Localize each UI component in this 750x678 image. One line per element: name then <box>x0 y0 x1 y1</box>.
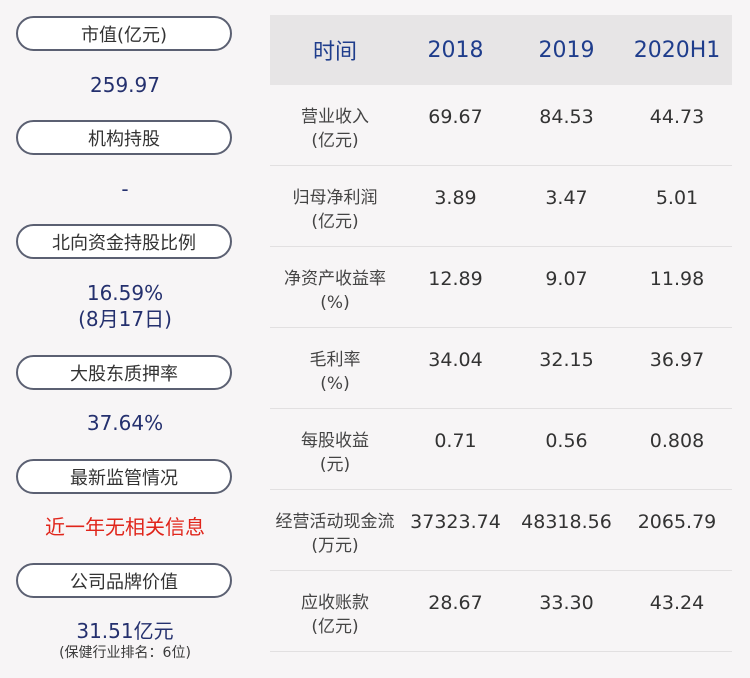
table-row: 每股收益 (元) 0.71 0.56 0.808 <box>270 409 732 490</box>
northbound-ratio-percent: 16.59% <box>86 281 164 305</box>
header-2020h1: 2020H1 <box>633 37 721 63</box>
brand-value-amount: 31.51亿元 <box>76 619 174 643</box>
row-label: 归母净利润 (亿元) <box>292 188 378 232</box>
header-period: 时间 <box>312 40 357 65</box>
table-cell: 36.97 <box>649 349 705 371</box>
institutional-holding-value: - <box>121 177 129 201</box>
table-cell: 3.47 <box>545 187 588 209</box>
table-row: 归母净利润 (亿元) 3.89 3.47 5.01 <box>270 166 732 247</box>
row-label: 净资产收益率 (%) <box>284 269 386 313</box>
row-label: 毛利率 (%) <box>309 350 361 394</box>
table-cell: 48318.56 <box>521 511 612 533</box>
row-label: 经营活动现金流 (万元) <box>275 512 395 556</box>
financial-table: 时间 2018 2019 2020H1 营业收入 (亿元) 69.67 84.53… <box>270 15 732 652</box>
row-label: 每股收益 (元) <box>301 431 369 475</box>
table-cell: 44.73 <box>649 106 705 128</box>
market-cap-label: 市值(亿元) <box>16 16 232 51</box>
row-label: 应收账款 (亿元) <box>301 593 369 637</box>
table-cell: 3.89 <box>434 187 477 209</box>
pledge-ratio-label: 大股东质押率 <box>16 355 232 390</box>
market-cap-value: 259.97 <box>90 73 160 97</box>
table-cell: 0.808 <box>649 430 705 452</box>
regulatory-status-label: 最新监管情况 <box>16 459 232 494</box>
table-cell: 0.71 <box>434 430 477 452</box>
table-row: 应收账款 (亿元) 28.67 33.30 43.24 <box>270 571 732 652</box>
northbound-ratio-date: (8月17日) <box>78 307 172 331</box>
brand-value-label: 公司品牌价值 <box>16 563 232 598</box>
row-label: 营业收入 (亿元) <box>301 107 369 151</box>
regulatory-status-value: 近一年无相关信息 <box>45 515 205 539</box>
table-cell: 5.01 <box>655 187 699 209</box>
table-row: 净资产收益率 (%) 12.89 9.07 11.98 <box>270 247 732 328</box>
table-header: 时间 2018 2019 2020H1 <box>270 15 732 85</box>
institutional-holding-label: 机构持股 <box>16 120 232 155</box>
table-cell: 33.30 <box>539 592 594 614</box>
table-cell: 12.89 <box>428 268 483 290</box>
table-cell: 43.24 <box>649 592 705 614</box>
table-cell: 9.07 <box>545 268 588 290</box>
table-cell: 0.56 <box>545 430 588 452</box>
pledge-ratio-value: 37.64% <box>86 411 164 435</box>
table-cell: 37323.74 <box>410 511 501 533</box>
table-cell: 84.53 <box>539 106 594 128</box>
brand-value: 31.51亿元 (保健行业排名：6位) <box>0 618 250 662</box>
table-row: 毛利率 (%) 34.04 32.15 36.97 <box>270 328 732 409</box>
brand-rank-note: (保健行业排名：6位) <box>59 645 191 661</box>
table-row: 营业收入 (亿元) 69.67 84.53 44.73 <box>270 85 732 166</box>
table-row: 经营活动现金流 (万元) 37323.74 48318.56 2065.79 <box>270 490 732 571</box>
northbound-ratio-value: 16.59% (8月17日) <box>0 280 250 332</box>
northbound-ratio-label: 北向资金持股比例 <box>16 224 232 259</box>
table-cell: 34.04 <box>428 349 483 371</box>
table-cell: 2065.79 <box>637 511 717 533</box>
table-cell: 32.15 <box>539 349 594 371</box>
table-cell: 28.67 <box>428 592 483 614</box>
table-cell: 69.67 <box>428 106 483 128</box>
header-2019: 2019 <box>538 37 595 63</box>
header-2018: 2018 <box>427 37 484 63</box>
table-cell: 11.98 <box>649 268 705 290</box>
